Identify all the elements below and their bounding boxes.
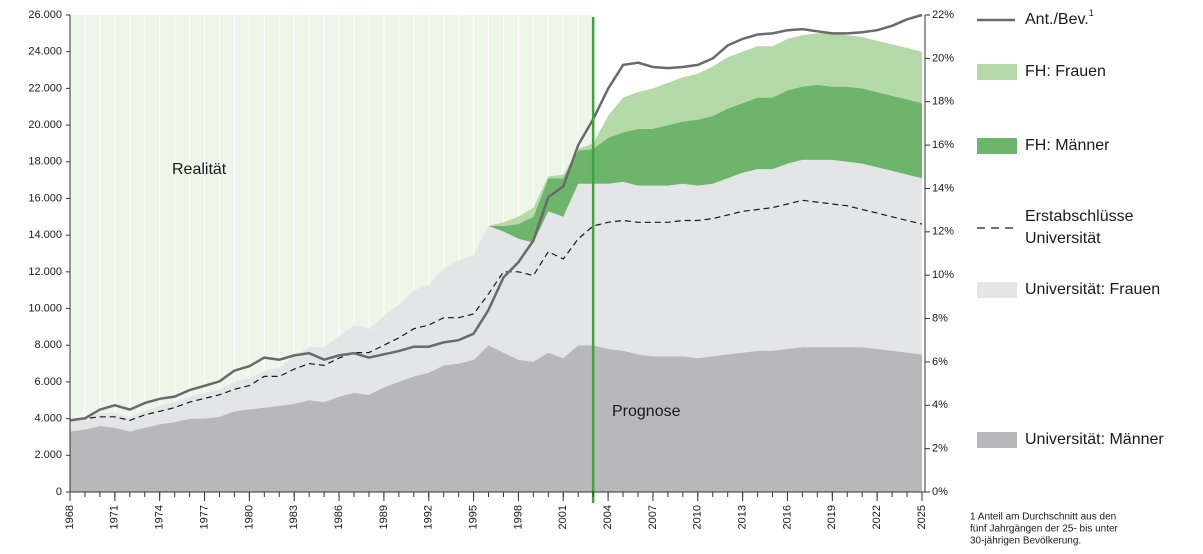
legend-swatch <box>977 432 1017 448</box>
y-tick-label: 22.000 <box>28 82 62 94</box>
legend-label: Universität: Männer <box>1025 431 1164 448</box>
legend-label: Universität: Frauen <box>1025 281 1160 298</box>
annotation: Prognose <box>612 403 681 420</box>
x-tick-label: 2025 <box>916 505 928 529</box>
x-tick-label: 1995 <box>467 505 479 529</box>
y2-tick-label: 10% <box>932 269 954 281</box>
y2-tick-label: 12% <box>932 226 954 238</box>
legend-swatch <box>977 138 1017 154</box>
footnote: 30-jährigen Bevölkerung. <box>970 536 1081 547</box>
x-tick-label: 1977 <box>198 505 210 529</box>
x-tick-label: 1983 <box>288 505 300 529</box>
x-tick-label: 2013 <box>737 505 749 529</box>
y-tick-label: 24.000 <box>28 46 62 58</box>
y2-tick-label: 8% <box>932 312 948 324</box>
y-tick-label: 20.000 <box>28 119 62 131</box>
legend-label: Ant./Bev.1 <box>1025 8 1094 28</box>
y2-tick-label: 22% <box>932 9 954 21</box>
area <box>488 84 922 243</box>
y-tick-label: 10.000 <box>28 302 62 314</box>
legend-label-line: Erstabschlüsse <box>1025 208 1134 225</box>
y2-tick-label: 6% <box>932 356 948 368</box>
x-tick-label: 1974 <box>154 505 166 529</box>
x-tick-label: 2004 <box>602 505 614 529</box>
y-tick-label: 8.000 <box>34 339 62 351</box>
x-tick-label: 2019 <box>826 505 838 529</box>
x-tick-label: 2001 <box>557 505 569 529</box>
x-tick-label: 2022 <box>871 505 883 529</box>
footnote: 1 Anteil am Durchschnitt aus den <box>970 512 1116 523</box>
y-tick-label: 12.000 <box>28 266 62 278</box>
line <box>69 13 923 422</box>
x-tick-label: 2007 <box>647 505 659 529</box>
y2-tick-label: 18% <box>932 96 954 108</box>
y-tick-label: 26.000 <box>28 9 62 21</box>
x-tick-label: 1968 <box>64 505 76 529</box>
line <box>69 199 923 422</box>
y2-tick-label: 0% <box>932 486 948 498</box>
y-tick-label: 0 <box>56 486 62 498</box>
legend-label: FH: Männer <box>1025 137 1110 154</box>
area <box>488 33 922 226</box>
y-tick-label: 2.000 <box>34 449 62 461</box>
area <box>70 345 922 492</box>
footnote-marker: 1 <box>1089 8 1094 18</box>
legend-swatch <box>977 64 1017 80</box>
x-tick-label: 1998 <box>512 505 524 529</box>
y2-tick-label: 4% <box>932 399 948 411</box>
footnote: fünf Jahrgängen der 25- bis unter <box>970 524 1119 535</box>
x-tick-label: 2016 <box>781 505 793 529</box>
y-tick-label: 6.000 <box>34 376 62 388</box>
legend-label-line: Universität <box>1025 230 1101 247</box>
annotation: Realität <box>172 161 227 178</box>
legend-swatch <box>977 282 1017 298</box>
legend-label: FH: Frauen <box>1025 63 1106 80</box>
y-tick-label: 4.000 <box>34 413 62 425</box>
y2-tick-label: 14% <box>932 182 954 194</box>
x-tick-label: 1986 <box>333 505 345 529</box>
legend-label: Erstabschlüsse Universität <box>1025 208 1134 247</box>
y2-tick-label: 16% <box>932 139 954 151</box>
y2-tick-label: 20% <box>932 52 954 64</box>
y2-tick-label: 2% <box>932 443 948 455</box>
x-tick-label: 1992 <box>423 505 435 529</box>
y-tick-label: 14.000 <box>28 229 62 241</box>
y-tick-label: 16.000 <box>28 192 62 204</box>
x-tick-label: 1971 <box>109 505 121 529</box>
x-tick-label: 2010 <box>692 505 704 529</box>
x-tick-label: 1980 <box>243 505 255 529</box>
y-tick-label: 18.000 <box>28 156 62 168</box>
x-tick-label: 1989 <box>378 505 390 529</box>
